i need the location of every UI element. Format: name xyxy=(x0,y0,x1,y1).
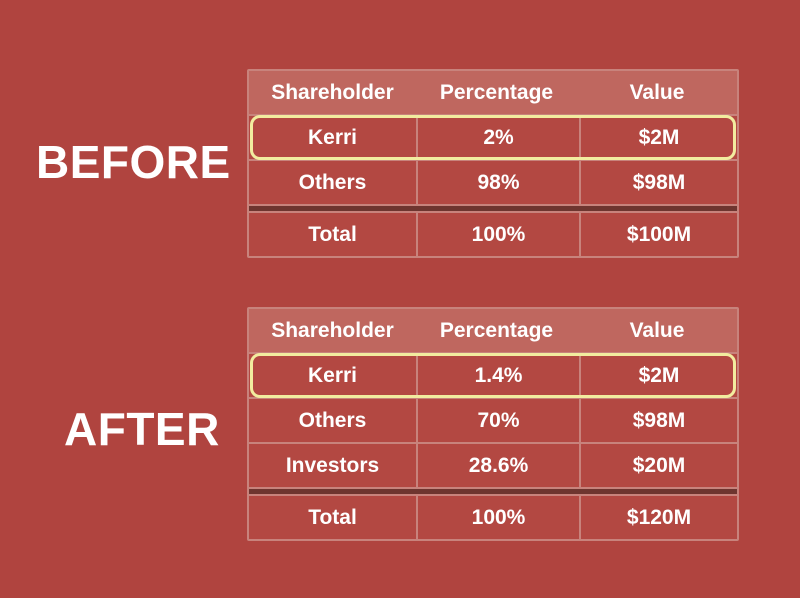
cell-percentage: 1.4% xyxy=(418,354,579,397)
cell-value: $120M xyxy=(581,496,737,539)
table-header-row: Shareholder Percentage Value xyxy=(249,71,737,114)
before-cap-table: Shareholder Percentage Value Kerri 2% $2… xyxy=(247,69,739,258)
table-row-total: Total 100% $120M xyxy=(249,496,737,539)
cell-value: $100M xyxy=(581,213,737,256)
cell-shareholder: Others xyxy=(249,399,416,442)
cell-shareholder: Others xyxy=(249,161,416,204)
before-label: BEFORE xyxy=(36,136,231,188)
cell-percentage: 100% xyxy=(418,496,579,539)
column-header-value: Value xyxy=(629,80,685,104)
total-separator xyxy=(249,206,737,211)
table-row-kerri: Kerri 2% $2M xyxy=(249,115,737,160)
table-row-total: Total 100% $100M xyxy=(249,213,737,256)
cell-shareholder: Total xyxy=(249,213,416,256)
column-header-shareholder: Shareholder xyxy=(271,318,394,342)
cell-shareholder: Kerri xyxy=(249,116,416,159)
table-header-row: Shareholder Percentage Value xyxy=(249,309,737,352)
column-header-shareholder: Shareholder xyxy=(271,80,394,104)
cell-percentage: 100% xyxy=(418,213,579,256)
table-row-others: Others 98% $98M xyxy=(249,161,737,204)
table-row-kerri: Kerri 1.4% $2M xyxy=(249,353,737,398)
after-cap-table: Shareholder Percentage Value Kerri 1.4% … xyxy=(247,307,739,541)
cell-percentage: 98% xyxy=(418,161,579,204)
cell-value: $98M xyxy=(581,399,737,442)
column-header-percentage: Percentage xyxy=(439,318,554,342)
cell-value: $2M xyxy=(581,354,737,397)
cell-shareholder: Investors xyxy=(249,444,416,487)
cell-shareholder: Kerri xyxy=(249,354,416,397)
total-separator xyxy=(249,489,737,494)
after-label: AFTER xyxy=(64,403,220,455)
cell-value: $98M xyxy=(581,161,737,204)
cell-percentage: 2% xyxy=(418,116,579,159)
table-row-investors: Investors 28.6% $20M xyxy=(249,444,737,487)
cell-value: $20M xyxy=(581,444,737,487)
column-header-value: Value xyxy=(629,318,685,342)
cell-percentage: 28.6% xyxy=(418,444,579,487)
column-header-percentage: Percentage xyxy=(439,80,554,104)
cell-value: $2M xyxy=(581,116,737,159)
cell-percentage: 70% xyxy=(418,399,579,442)
table-row-others: Others 70% $98M xyxy=(249,399,737,442)
cell-shareholder: Total xyxy=(249,496,416,539)
